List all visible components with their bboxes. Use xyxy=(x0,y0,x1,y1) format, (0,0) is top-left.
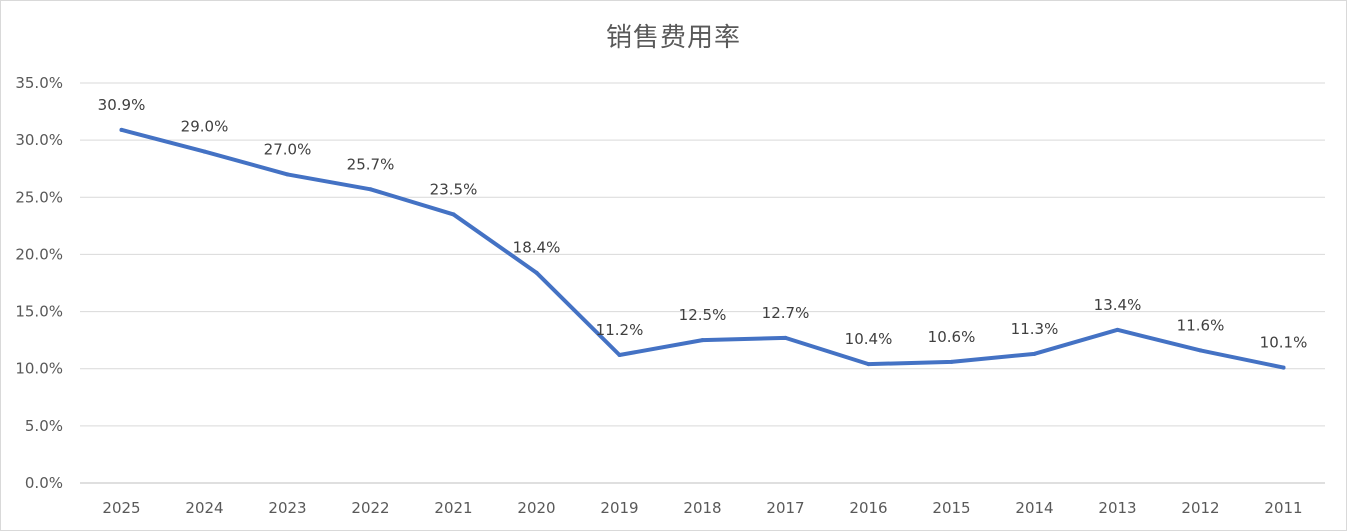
data-label: 27.0% xyxy=(264,140,312,158)
x-tick-label: 2013 xyxy=(1098,499,1136,517)
x-tick-label: 2024 xyxy=(185,499,223,517)
y-tick-label: 0.0% xyxy=(25,474,63,492)
x-tick-label: 2014 xyxy=(1015,499,1053,517)
x-tick-label: 2011 xyxy=(1264,499,1302,517)
data-label: 12.5% xyxy=(679,306,727,324)
x-tick-label: 2017 xyxy=(766,499,804,517)
data-label: 10.1% xyxy=(1260,334,1308,352)
data-label: 10.6% xyxy=(928,328,976,346)
x-tick-label: 2015 xyxy=(932,499,970,517)
data-label: 18.4% xyxy=(513,239,561,257)
data-label: 13.4% xyxy=(1094,296,1142,314)
data-label: 11.2% xyxy=(596,321,644,339)
data-label: 30.9% xyxy=(98,96,146,114)
y-tick-label: 35.0% xyxy=(15,74,63,92)
x-tick-label: 2023 xyxy=(268,499,306,517)
data-label: 23.5% xyxy=(430,180,478,198)
data-point xyxy=(1115,327,1120,332)
data-point xyxy=(285,172,290,177)
data-label: 29.0% xyxy=(181,118,229,136)
y-tick-label: 20.0% xyxy=(15,245,63,263)
data-point xyxy=(202,149,207,154)
data-point xyxy=(534,270,539,275)
x-tick-label: 2022 xyxy=(351,499,389,517)
data-point xyxy=(700,338,705,343)
data-point xyxy=(1032,351,1037,356)
data-point xyxy=(1281,365,1286,370)
y-tick-label: 10.0% xyxy=(15,360,63,378)
data-point xyxy=(783,335,788,340)
data-point xyxy=(617,353,622,357)
y-tick-label: 5.0% xyxy=(25,417,63,435)
x-tick-label: 2025 xyxy=(102,499,140,517)
y-tick-label: 30.0% xyxy=(15,131,63,149)
data-point xyxy=(1198,348,1203,353)
x-tick-label: 2019 xyxy=(600,499,638,517)
x-tick-label: 2021 xyxy=(434,499,472,517)
data-label: 25.7% xyxy=(347,155,395,173)
data-label: 11.6% xyxy=(1177,316,1225,334)
series-line xyxy=(119,127,1286,370)
x-tick-label: 2012 xyxy=(1181,499,1219,517)
data-point xyxy=(866,362,871,367)
data-label: 11.3% xyxy=(1011,320,1059,338)
x-tick-label: 2020 xyxy=(517,499,555,517)
data-label: 12.7% xyxy=(762,304,810,322)
data-point xyxy=(368,187,373,192)
chart-title: 销售费用率 xyxy=(605,23,741,53)
x-tick-label: 2018 xyxy=(683,499,721,517)
data-label: 10.4% xyxy=(845,330,893,348)
data-point xyxy=(451,212,456,217)
y-tick-label: 25.0% xyxy=(15,188,63,206)
x-tick-label: 2016 xyxy=(849,499,887,517)
data-point xyxy=(949,359,954,364)
data-point xyxy=(119,127,124,132)
y-tick-label: 15.0% xyxy=(15,303,63,321)
